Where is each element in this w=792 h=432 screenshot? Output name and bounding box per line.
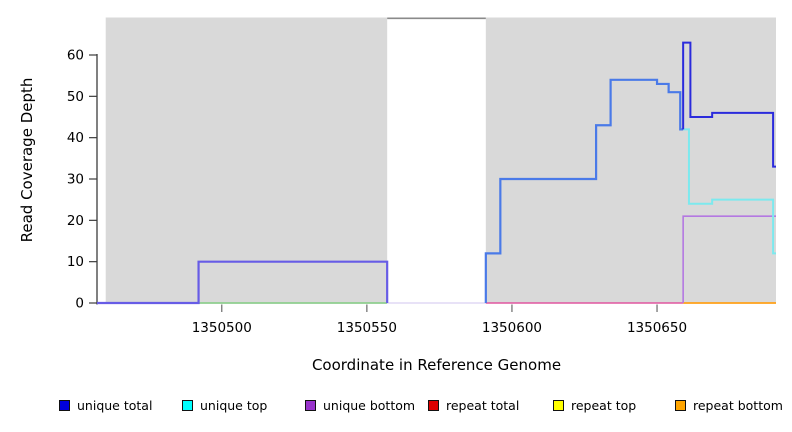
y-axis-title: Read Coverage Depth [18,77,36,243]
legend-label: unique bottom [323,398,416,413]
masked-region-band [387,17,486,303]
x-tick-label: 1350650 [627,320,687,336]
legend-label: repeat top [571,398,637,413]
coverage-line-total-top-blend-blue [484,78,684,303]
legend-swatch-unique-top [182,400,193,411]
legend-label: unique top [200,398,268,413]
y-tick-label: 40 [67,130,84,146]
coverage-line-unique-bottom-purple [682,215,776,303]
legend-swatch-unique-bottom [305,400,316,411]
y-tick-label: 0 [75,296,84,312]
legend-swatch-unique-total [59,400,70,411]
legend-item-unique-bottom: unique bottom [305,397,415,414]
x-axis-title: Coordinate in Reference Genome [311,356,562,374]
coverage-line-unique-step-left-slate [97,260,389,305]
legend-item-repeat-top: repeat top [553,397,636,414]
x-tick-label: 1350600 [482,320,542,336]
legend-label: repeat total [446,398,520,413]
y-tick-label: 20 [67,213,84,229]
y-tick-label: 30 [67,172,84,188]
legend-item-repeat-total: repeat total [428,397,519,414]
coverage-line-unique-total-dark-blue [682,41,776,168]
legend-label: unique total [77,398,153,413]
legend-item-unique-total: unique total [59,397,152,414]
legend-label: repeat bottom [693,398,783,413]
chart-canvas: 0 10 20 30 40 50 60 1350500 1350550 1350600 135065… [67,17,776,336]
y-tick-label: 10 [67,254,84,270]
legend-swatch-repeat-total [428,400,439,411]
legend-swatch-repeat-top [553,400,564,411]
legend-item-unique-top: unique top [182,397,267,414]
y-tick-label: 60 [67,48,84,64]
x-tick-label: 1350550 [337,320,397,336]
legend-item-repeat-bottom: repeat bottom [675,397,783,414]
coverage-line-unique-top-cyan [683,128,776,255]
legend-swatch-repeat-bottom [675,400,686,411]
x-tick-label: 1350500 [192,320,252,336]
y-tick-label: 50 [67,89,84,105]
legend: unique total unique top unique bottom re… [0,397,792,417]
